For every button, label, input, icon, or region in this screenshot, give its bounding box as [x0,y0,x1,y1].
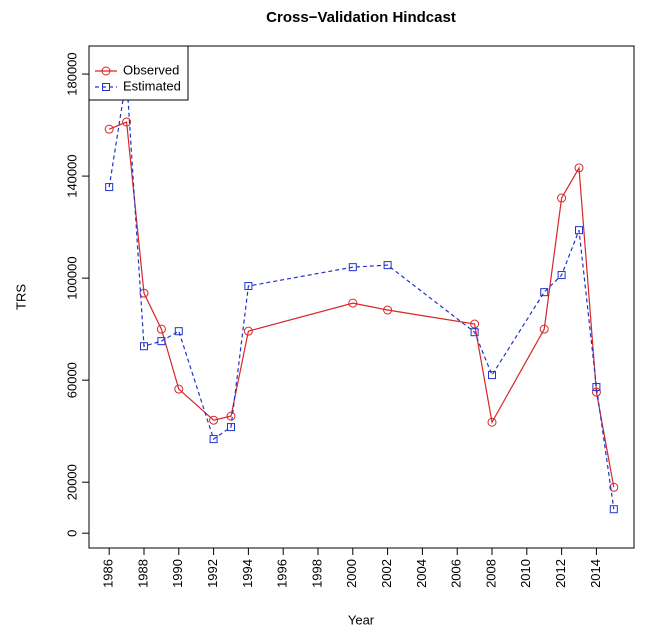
data-point [104,124,114,134]
series-line [108,77,615,510]
data-point [574,163,584,173]
x-tick-label: 2014 [588,559,603,588]
data-point [348,298,358,308]
data-point [226,423,235,432]
legend-marker [101,66,111,76]
data-point [575,226,584,235]
data-point [157,337,166,346]
data-point [244,282,253,291]
y-tick-label: 180000 [64,52,79,95]
x-axis-label: Year [348,612,375,627]
x-tick-label: 2010 [518,559,533,588]
legend-label: Estimated [123,78,181,93]
data-point [591,387,601,397]
data-point [487,417,497,427]
x-tick-label: 2004 [414,559,429,588]
x-tick-label: 1998 [309,559,324,588]
x-tick-label: 2008 [483,559,498,588]
chart-title: Cross−Validation Hindcast [266,9,456,26]
data-point [156,324,166,334]
data-point [470,328,479,337]
x-tick-label: 1996 [275,559,290,588]
legend-marker [102,83,110,91]
series-line [108,121,615,488]
y-tick-label: 100000 [64,256,79,299]
x-tick-label: 1994 [240,559,255,588]
x-tick-label: 2000 [344,559,359,588]
data-point [174,327,183,336]
data-point [383,261,392,270]
y-tick-label: 0 [64,530,79,537]
data-point [557,271,566,280]
x-tick-label: 2002 [379,559,394,588]
data-point [539,324,549,334]
data-point [139,342,148,351]
data-point [243,326,253,336]
x-tick-label: 1986 [101,559,116,588]
data-point [105,183,114,192]
data-point [348,263,357,272]
data-point [209,415,219,425]
data-point [209,435,218,444]
y-tick-label: 60000 [64,362,79,398]
x-tick-label: 1992 [205,559,220,588]
data-point [122,117,132,127]
data-point [557,193,567,203]
x-tick-label: 1988 [135,559,150,588]
data-point [609,505,618,514]
y-axis-label: TRS [13,284,28,310]
data-point [592,383,601,392]
data-point [139,288,149,298]
data-point [609,482,619,492]
x-tick-label: 1990 [170,559,185,588]
data-point [174,384,184,394]
x-tick-label: 2006 [449,559,464,588]
plot-box [88,45,635,549]
y-tick-label: 140000 [64,154,79,197]
y-tick-label: 20000 [64,464,79,500]
data-point [470,319,480,329]
x-tick-label: 2012 [553,559,568,588]
legend-label: Observed [123,62,179,77]
data-point [540,288,549,297]
data-point [383,305,393,315]
data-point [226,411,236,421]
data-point [488,371,497,380]
